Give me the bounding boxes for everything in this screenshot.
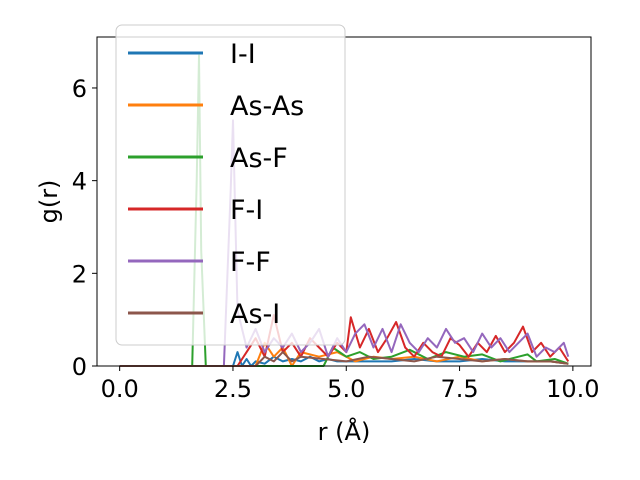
- x-tick-label: 10.0: [546, 375, 599, 403]
- y-axis-label: g(r): [35, 180, 63, 224]
- x-tick-label: 5.0: [327, 375, 365, 403]
- series-line-as-i: [119, 351, 569, 367]
- x-tick-label: 0.0: [101, 375, 139, 403]
- y-tick-label: 6: [72, 75, 87, 103]
- legend-label: As-As: [230, 91, 304, 122]
- y-tick-label: 2: [72, 260, 87, 288]
- x-tick-label: 2.5: [214, 375, 252, 403]
- legend-label: As-F: [230, 143, 288, 174]
- y-tick-label: 4: [72, 168, 87, 196]
- y-axis-ticks: 0 2 4 6: [72, 75, 97, 381]
- series-line-f-i: [119, 314, 570, 367]
- legend-label: As-I: [230, 299, 280, 330]
- x-axis-label: r (Å): [318, 417, 371, 446]
- series-line-f-f: [119, 119, 570, 367]
- x-tick-label: 7.5: [440, 375, 478, 403]
- y-tick-label: 0: [72, 353, 87, 381]
- legend-label: I-I: [230, 39, 256, 70]
- x-axis-ticks: 0.0 2.5 5.0 7.5 10.0: [101, 366, 600, 403]
- legend-label: F-I: [230, 195, 263, 226]
- legend: I-I As-As As-F F-I F-F As-I: [115, 24, 346, 346]
- legend-box: [115, 24, 346, 346]
- legend-label: F-F: [230, 247, 271, 278]
